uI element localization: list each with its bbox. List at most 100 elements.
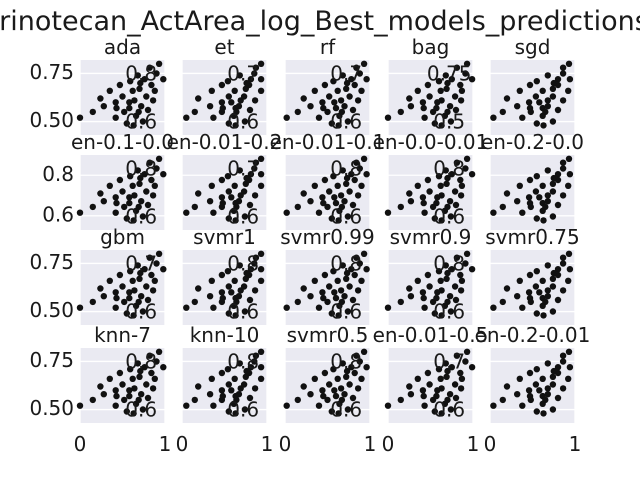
data-point — [519, 114, 526, 121]
data-point — [346, 93, 353, 100]
data-point — [565, 375, 572, 382]
data-point — [351, 81, 358, 89]
data-point — [532, 381, 540, 388]
panel-et: 0.7 0.6 et — [181, 35, 268, 135]
data-point — [139, 406, 147, 413]
data-point — [191, 298, 198, 306]
data-point — [137, 174, 144, 182]
data-point — [257, 364, 265, 371]
data-point — [453, 159, 461, 166]
data-point — [341, 391, 348, 398]
data-point — [446, 293, 454, 300]
x-tick-label: 0 — [176, 432, 189, 456]
data-point — [139, 118, 147, 125]
data-point — [127, 366, 134, 373]
data-point — [129, 277, 136, 284]
data-point — [235, 391, 243, 398]
data-point — [519, 304, 526, 311]
data-point — [519, 209, 526, 216]
data-point — [519, 402, 526, 409]
data-point — [490, 402, 497, 409]
data-point — [444, 396, 451, 404]
overlay-label: 0.8 — [433, 252, 465, 276]
data-point — [444, 269, 451, 277]
data-point — [113, 199, 120, 207]
panel-title: svmr0.5 — [287, 323, 369, 347]
data-point — [437, 277, 444, 284]
data-point — [397, 298, 404, 306]
data-point — [451, 188, 459, 195]
data-point — [153, 358, 160, 365]
overlay-label: 0.6 — [125, 110, 157, 134]
data-point — [126, 294, 133, 302]
data-point — [384, 304, 392, 311]
data-point — [123, 408, 130, 415]
data-point — [315, 209, 323, 216]
data-point — [559, 358, 567, 365]
data-point — [539, 87, 546, 95]
data-point — [136, 180, 143, 187]
data-point — [343, 373, 350, 380]
scatter-points — [76, 348, 167, 417]
data-point — [554, 296, 562, 304]
data-point — [240, 381, 248, 388]
data-point — [131, 385, 138, 392]
data-point — [457, 176, 464, 184]
figure-title: Irinotecan_ActArea_log_Best_models_predi… — [0, 6, 640, 37]
data-point — [252, 352, 260, 359]
data-point — [183, 209, 190, 216]
data-point — [113, 104, 120, 112]
data-point — [565, 348, 573, 355]
data-point — [135, 396, 142, 404]
data-point — [137, 79, 144, 87]
data-point — [183, 402, 190, 409]
data-point — [468, 266, 476, 273]
data-point — [149, 192, 157, 199]
data-point — [143, 188, 150, 195]
data-point — [141, 76, 148, 83]
data-point — [240, 188, 248, 195]
data-point — [251, 97, 259, 104]
x-tick-label: 0 — [484, 432, 497, 456]
data-point — [328, 310, 335, 317]
data-point — [348, 364, 355, 371]
data-point — [533, 173, 540, 180]
data-point — [433, 104, 440, 112]
data-point — [354, 287, 362, 294]
data-point — [444, 79, 451, 87]
data-point — [106, 375, 114, 382]
panel-knn-10: 0.8 0.6 knn-10 0 1 — [176, 323, 274, 456]
data-point — [294, 298, 301, 306]
data-point — [160, 266, 167, 273]
data-point — [349, 296, 357, 304]
data-point — [218, 81, 226, 89]
panel-en-0.01-0.2: 0.7 0.6 en-0.01-0.2 — [167, 130, 282, 230]
x-tick-label: 1 — [569, 432, 582, 456]
panel-title: sgd — [515, 35, 551, 59]
data-point — [341, 293, 348, 300]
data-point — [155, 155, 163, 162]
data-point — [121, 203, 128, 211]
data-point — [539, 277, 546, 284]
data-point — [526, 104, 534, 112]
data-point — [206, 293, 214, 300]
data-point — [97, 190, 104, 197]
data-point — [130, 312, 137, 319]
data-point — [129, 87, 136, 95]
data-point — [130, 410, 137, 417]
data-point — [97, 285, 104, 292]
data-point — [566, 171, 574, 178]
data-point — [351, 271, 358, 279]
data-point — [300, 190, 307, 197]
data-point — [356, 260, 363, 267]
data-point — [247, 364, 255, 371]
data-point — [146, 352, 153, 359]
data-point — [424, 176, 432, 184]
data-point — [452, 106, 460, 114]
data-point — [251, 358, 258, 365]
data-point — [97, 383, 104, 390]
data-point — [421, 209, 428, 216]
data-point — [532, 283, 540, 290]
y-tick-label: 0.75 — [29, 250, 74, 274]
